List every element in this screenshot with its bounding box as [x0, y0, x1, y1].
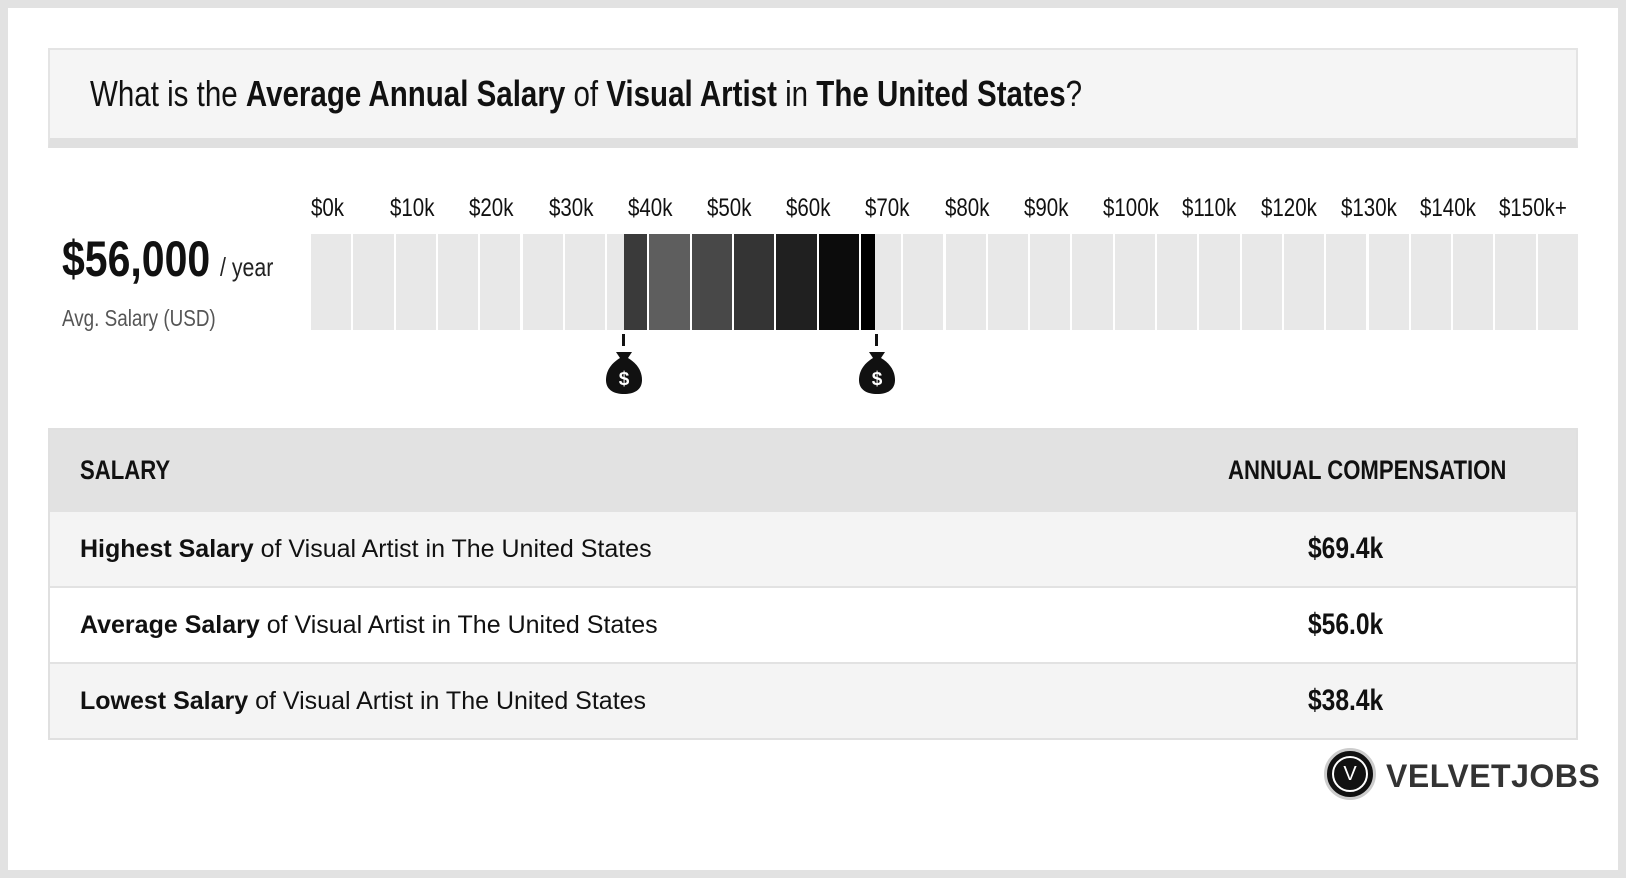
row-label-rest: of Visual Artist in The United States	[253, 535, 652, 563]
range-fill-segment	[734, 234, 775, 330]
row-label-rest: of Visual Artist in The United States	[248, 687, 647, 715]
row-label: Highest Salary of Visual Artist in The U…	[80, 512, 652, 586]
table-row: Highest Salary of Visual Artist in The U…	[50, 510, 1576, 586]
title-emphasis-salary: Average Annual Salary	[245, 73, 566, 114]
axis-tick-label: $110k	[1182, 194, 1237, 222]
bar-segment	[1072, 234, 1113, 330]
average-salary-unit: / year	[220, 252, 274, 282]
bar-segment	[311, 234, 352, 330]
money-bag-icon: $	[604, 334, 644, 404]
range-fill-segment	[624, 234, 648, 330]
column-header-salary: SALARY	[80, 455, 171, 485]
salary-axis-ticks: $0k $10k $20k $30k $40k $50k $60k $70k $80k $90k $…	[8, 194, 1618, 228]
title-emphasis-location: The United States	[816, 73, 1066, 114]
title-text-part: in	[776, 73, 817, 114]
title-emphasis-job: Visual Artist	[606, 73, 777, 114]
axis-tick-label: $30k	[548, 194, 594, 222]
range-fill-segment	[860, 234, 876, 330]
row-label: Average Salary of Visual Artist in The U…	[80, 588, 658, 662]
axis-tick-label: $140k	[1419, 194, 1476, 222]
row-value: $69.4k	[1308, 532, 1384, 565]
bar-segment	[395, 234, 436, 330]
average-salary-amount: $56,000	[62, 231, 211, 287]
range-fill-segment	[776, 234, 817, 330]
axis-tick-label: $120k	[1261, 194, 1318, 222]
average-salary-label: Avg. Salary (USD)	[62, 305, 216, 331]
row-value: $38.4k	[1308, 684, 1384, 717]
row-label-emphasis: Lowest Salary	[80, 687, 249, 715]
bar-segment	[353, 234, 394, 330]
row-label-emphasis: Average Salary	[80, 611, 260, 639]
table-body: Highest Salary of Visual Artist in The U…	[50, 510, 1576, 738]
logo-wordmark: VELVETJOBS	[1386, 758, 1601, 794]
salary-table: SALARY ANNUAL COMPENSATION Highest Salar…	[48, 428, 1578, 740]
table-row: Lowest Salary of Visual Artist in The Un…	[50, 662, 1576, 738]
title-text-part: ?	[1065, 73, 1083, 114]
axis-tick-label: $20k	[469, 194, 514, 222]
table-header: SALARY ANNUAL COMPENSATION	[50, 430, 1576, 510]
svg-text:$: $	[872, 369, 883, 390]
bar-segment	[1157, 234, 1198, 330]
logo-circle-icon	[1324, 748, 1376, 800]
bar-segment	[945, 234, 986, 330]
axis-tick-label: $100k	[1103, 194, 1159, 222]
table-row: Average Salary of Visual Artist in The U…	[50, 586, 1576, 662]
salary-range-bar	[311, 234, 1580, 330]
axis-tick-label: $0k	[311, 194, 345, 222]
bar-segment	[1537, 234, 1578, 330]
axis-tick-label: $10k	[390, 194, 435, 222]
row-label-emphasis: Highest Salary	[80, 535, 254, 563]
title-text-part: What is the	[90, 73, 246, 114]
bar-segment	[1030, 234, 1071, 330]
bar-segment	[1453, 234, 1494, 330]
bar-segment	[1410, 234, 1452, 330]
bar-segment	[564, 234, 606, 330]
range-fill-segment	[818, 234, 859, 330]
money-bag-icon: $	[857, 334, 897, 404]
title-banner: What is the Average Annual Salary of Vis…	[48, 48, 1578, 148]
bar-segment	[1114, 234, 1155, 330]
axis-tick-label: $70k	[865, 194, 910, 222]
bar-segment	[1241, 234, 1282, 330]
page-title: What is the Average Annual Salary of Vis…	[90, 50, 1082, 138]
axis-tick-label: $150k+	[1499, 194, 1567, 222]
bar-segment	[1495, 234, 1536, 330]
bar-segment	[903, 234, 944, 330]
axis-tick-label: $80k	[944, 194, 990, 222]
bar-segment	[987, 234, 1029, 330]
bar-segment	[522, 234, 563, 330]
row-value: $56.0k	[1308, 608, 1384, 641]
bar-segment	[1368, 234, 1409, 330]
column-header-annual-compensation: ANNUAL COMPENSATION	[1228, 455, 1507, 485]
axis-tick-label: $90k	[1023, 194, 1069, 222]
bar-segment	[1199, 234, 1240, 330]
row-label: Lowest Salary of Visual Artist in The Un…	[80, 664, 646, 738]
bar-segment	[1326, 234, 1367, 330]
salary-card: What is the Average Annual Salary of Vis…	[8, 8, 1618, 870]
logo-letter: V	[1343, 763, 1357, 785]
svg-text:$: $	[619, 369, 630, 390]
axis-tick-label: $130k	[1340, 194, 1397, 222]
axis-tick-label: $50k	[707, 194, 752, 222]
range-fill-segment	[691, 234, 732, 330]
row-label-rest: of Visual Artist in The United States	[259, 611, 658, 639]
bar-segment	[480, 234, 521, 330]
bar-segment	[1283, 234, 1325, 330]
axis-tick-label: $40k	[627, 194, 673, 222]
title-text-part: of	[565, 73, 607, 114]
average-salary-figure: $56,000 / year	[62, 230, 273, 288]
range-fill-segment	[649, 234, 690, 330]
axis-tick-label: $60k	[786, 194, 831, 222]
bar-segment	[437, 234, 479, 330]
